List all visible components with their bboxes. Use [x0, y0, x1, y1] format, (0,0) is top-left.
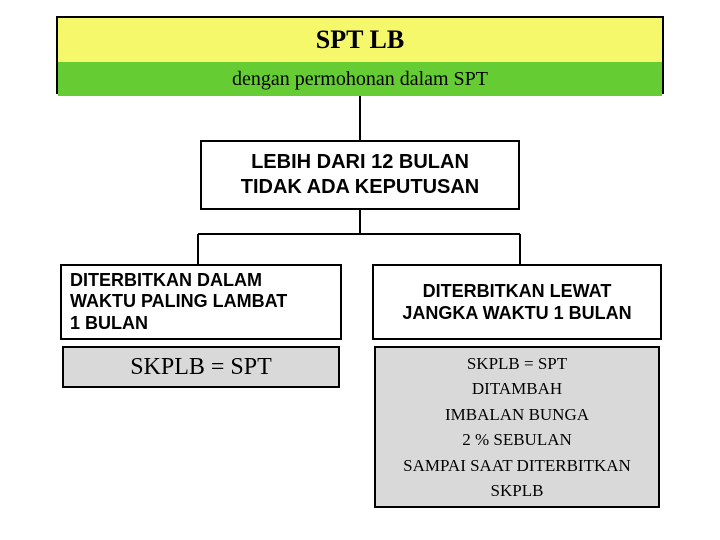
right-result-line6: SKPLB	[491, 478, 544, 504]
left-branch-line3: 1 BULAN	[70, 313, 148, 335]
right-result-box: SKPLB = SPT DITAMBAH IMBALAN BUNGA 2 % S…	[374, 346, 660, 508]
right-result-line1: SKPLB = SPT	[467, 351, 567, 377]
condition-box: LEBIH DARI 12 BULAN TIDAK ADA KEPUTUSAN	[200, 140, 520, 210]
left-branch-line1: DITERBITKAN DALAM	[70, 270, 262, 292]
right-branch-line1: DITERBITKAN LEWAT	[423, 280, 612, 303]
right-result-line5: SAMPAI SAAT DITERBITKAN	[403, 453, 631, 479]
condition-line1: LEBIH DARI 12 BULAN	[251, 150, 469, 175]
left-result-text: SKPLB = SPT	[130, 354, 272, 381]
header-box: SPT LB dengan permohonan dalam SPT	[56, 16, 664, 94]
left-branch-box: DITERBITKAN DALAM WAKTU PALING LAMBAT 1 …	[60, 264, 342, 340]
right-result-line4: 2 % SEBULAN	[462, 427, 572, 453]
header-title: SPT LB	[58, 18, 662, 62]
left-branch-line2: WAKTU PALING LAMBAT	[70, 291, 287, 313]
header-subtitle: dengan permohonan dalam SPT	[58, 62, 662, 96]
right-result-line2: DITAMBAH	[472, 376, 562, 402]
right-branch-box: DITERBITKAN LEWAT JANGKA WAKTU 1 BULAN	[372, 264, 662, 340]
right-result-line3: IMBALAN BUNGA	[445, 402, 589, 428]
left-result-box: SKPLB = SPT	[62, 346, 340, 388]
right-branch-line2: JANGKA WAKTU 1 BULAN	[402, 302, 631, 325]
condition-line2: TIDAK ADA KEPUTUSAN	[241, 175, 480, 200]
